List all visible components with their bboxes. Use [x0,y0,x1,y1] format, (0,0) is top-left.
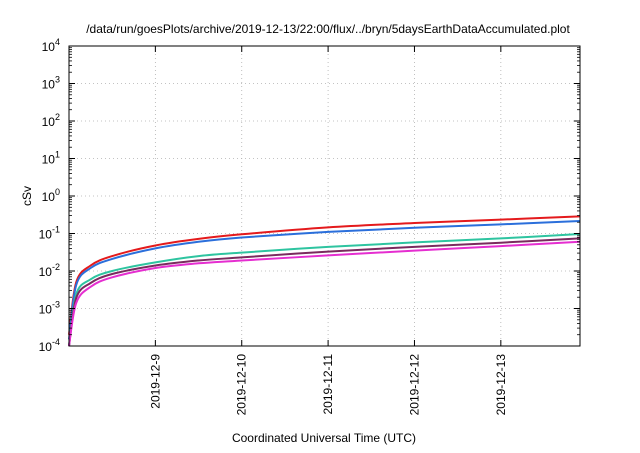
x-tick-label: 2019-12-9 [148,354,162,409]
x-tick-label: 2019-12-11 [321,354,335,415]
y-axis-label: cSv [20,186,34,206]
ticks: 10-4 10-3 10-2 10-1 100 101 102 103 104 2019-12-9… [39,37,580,415]
series-group [68,215,581,347]
chart-title: /data/run/goesPlots/archive/2019-12-13/2… [86,22,570,36]
series-line-2 [68,220,581,340]
x-tick-label: 2019-12-13 [494,354,508,416]
y-tick-label: 10-4 [39,337,60,354]
series-line-5 [68,240,581,347]
y-tick-label: 10-3 [39,300,60,317]
y-tick-label: 102 [42,112,60,129]
x-tick-label: 2019-12-12 [407,354,421,416]
series-line-4 [68,237,581,347]
x-tick-label: 2019-12-10 [235,354,249,416]
y-tick-label: 104 [42,37,60,54]
series-line-3 [68,233,581,347]
y-tick-label: 10-2 [39,262,60,279]
y-tick-label: 100 [42,187,60,204]
y-tick-label: 101 [42,150,60,167]
y-tick-label: 10-1 [39,225,60,242]
x-axis-label: Coordinated Universal Time (UTC) [232,431,416,445]
series-line-1 [68,215,581,335]
y-tick-label: 103 [42,75,60,92]
grid [69,45,580,347]
